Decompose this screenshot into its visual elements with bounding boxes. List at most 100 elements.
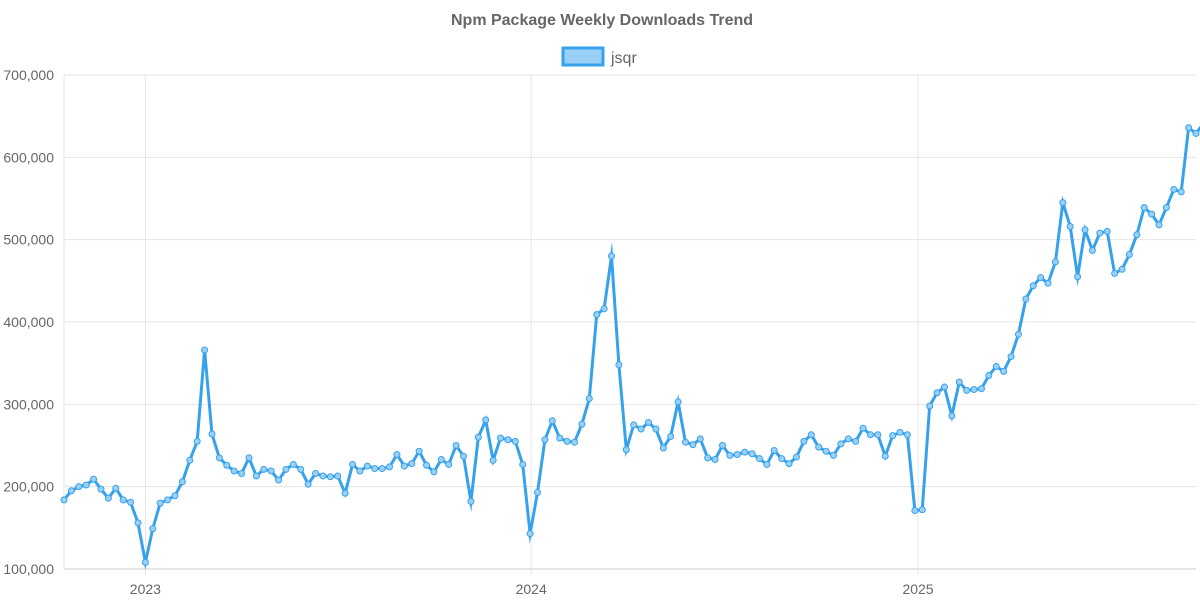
data-point[interactable]: [696, 435, 704, 443]
data-point[interactable]: [541, 436, 549, 444]
data-point[interactable]: [1044, 279, 1052, 287]
data-point[interactable]: [681, 438, 689, 446]
data-point[interactable]: [460, 452, 468, 460]
data-point[interactable]: [511, 437, 519, 445]
data-point[interactable]: [445, 460, 453, 468]
data-point[interactable]: [852, 437, 860, 445]
data-point[interactable]: [1140, 204, 1148, 212]
data-point[interactable]: [164, 496, 172, 504]
data-point[interactable]: [408, 460, 416, 468]
data-point[interactable]: [652, 425, 660, 433]
data-point[interactable]: [393, 451, 401, 459]
data-point[interactable]: [889, 432, 897, 440]
data-point[interactable]: [215, 454, 223, 462]
data-point[interactable]: [963, 386, 971, 394]
data-point[interactable]: [1074, 273, 1082, 281]
data-point[interactable]: [711, 456, 719, 463]
data-point[interactable]: [992, 362, 1000, 370]
data-point[interactable]: [1007, 353, 1015, 361]
data-point[interactable]: [645, 418, 652, 426]
data-point[interactable]: [282, 465, 290, 473]
data-point[interactable]: [1029, 282, 1037, 290]
data-point[interactable]: [1014, 330, 1022, 338]
data-point[interactable]: [178, 478, 186, 486]
data-point[interactable]: [245, 454, 253, 462]
data-point[interactable]: [319, 472, 327, 480]
data-point[interactable]: [874, 431, 882, 439]
data-point[interactable]: [637, 425, 645, 433]
data-point[interactable]: [748, 450, 756, 458]
data-point[interactable]: [807, 431, 815, 439]
data-point[interactable]: [896, 428, 904, 436]
data-point[interactable]: [1051, 258, 1059, 266]
data-point[interactable]: [127, 498, 135, 506]
data-point[interactable]: [689, 441, 697, 449]
data-point[interactable]: [60, 496, 68, 504]
data-point[interactable]: [859, 424, 867, 432]
data-point[interactable]: [985, 372, 993, 380]
data-point[interactable]: [770, 446, 778, 454]
data-point[interactable]: [75, 483, 83, 491]
data-point[interactable]: [400, 462, 408, 470]
data-point[interactable]: [866, 431, 874, 439]
data-point[interactable]: [585, 395, 593, 403]
data-point[interactable]: [119, 496, 127, 504]
data-point[interactable]: [1155, 221, 1163, 229]
data-point[interactable]: [1118, 265, 1126, 273]
data-point[interactable]: [1088, 246, 1096, 254]
data-point[interactable]: [1162, 204, 1170, 212]
data-point[interactable]: [630, 421, 638, 429]
data-point[interactable]: [67, 487, 75, 495]
data-point[interactable]: [1192, 129, 1200, 137]
data-point[interactable]: [97, 485, 105, 493]
data-point[interactable]: [667, 432, 675, 440]
data-point[interactable]: [489, 456, 497, 464]
data-point[interactable]: [933, 389, 941, 397]
data-point[interactable]: [1096, 229, 1104, 237]
data-point[interactable]: [526, 530, 534, 538]
data-point[interactable]: [593, 311, 601, 319]
data-point[interactable]: [141, 558, 149, 566]
data-point[interactable]: [208, 430, 216, 438]
data-point[interactable]: [1133, 231, 1141, 239]
data-point[interactable]: [504, 436, 512, 444]
data-point[interactable]: [741, 448, 749, 456]
data-point[interactable]: [223, 461, 231, 469]
data-point[interactable]: [778, 455, 786, 463]
data-point[interactable]: [289, 460, 297, 468]
data-point[interactable]: [785, 460, 793, 468]
data-point[interactable]: [800, 437, 808, 445]
data-point[interactable]: [1170, 185, 1178, 193]
data-point[interactable]: [334, 472, 342, 480]
data-point[interactable]: [1037, 274, 1045, 282]
data-point[interactable]: [437, 456, 445, 463]
data-point[interactable]: [252, 472, 260, 480]
data-point[interactable]: [940, 383, 948, 391]
data-point[interactable]: [704, 454, 712, 462]
data-point[interactable]: [312, 469, 320, 477]
data-point[interactable]: [718, 442, 726, 449]
data-point[interactable]: [822, 447, 830, 455]
data-point[interactable]: [349, 460, 357, 468]
data-point[interactable]: [977, 385, 985, 393]
data-point[interactable]: [1125, 250, 1133, 258]
data-point[interactable]: [578, 420, 586, 428]
data-point[interactable]: [674, 398, 682, 406]
data-point[interactable]: [948, 412, 956, 420]
data-point[interactable]: [763, 460, 771, 468]
data-point[interactable]: [829, 451, 837, 459]
data-point[interactable]: [955, 378, 963, 386]
data-point[interactable]: [1177, 188, 1185, 196]
data-point[interactable]: [615, 361, 623, 369]
data-point[interactable]: [238, 469, 246, 477]
data-point[interactable]: [970, 386, 978, 394]
data-point[interactable]: [82, 481, 90, 489]
data-point[interactable]: [304, 480, 312, 488]
data-point[interactable]: [371, 465, 379, 473]
data-point[interactable]: [193, 437, 201, 445]
data-point[interactable]: [726, 451, 734, 459]
data-point[interactable]: [452, 442, 460, 449]
data-point[interactable]: [792, 453, 800, 461]
data-point[interactable]: [608, 252, 615, 260]
data-point[interactable]: [260, 465, 268, 473]
